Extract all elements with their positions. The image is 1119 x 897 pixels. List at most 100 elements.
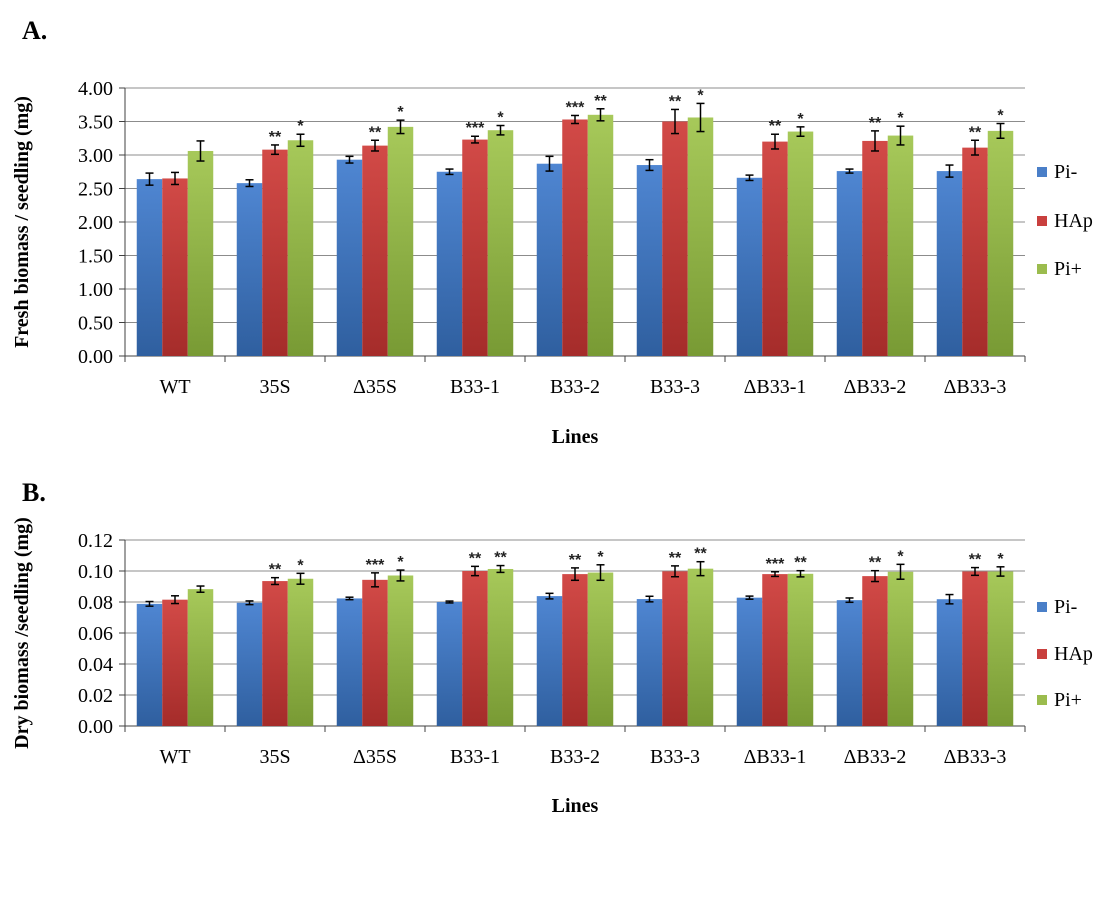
bar-Pi- xyxy=(836,600,863,726)
bar-Pi- xyxy=(936,171,963,356)
significance-mark: * xyxy=(597,549,604,566)
bar-Pi- xyxy=(436,602,463,726)
bar-Pi+ xyxy=(787,573,814,726)
bar-HAp xyxy=(862,576,888,726)
y-tick-label: 4.00 xyxy=(78,78,113,100)
legend-swatch xyxy=(1037,695,1047,705)
significance-mark: * xyxy=(297,118,304,135)
bar-HAp xyxy=(962,571,988,726)
bar-Pi- xyxy=(736,597,763,726)
bar-Pi- xyxy=(336,598,363,726)
bar-Pi+ xyxy=(887,135,914,356)
x-tick-label: ΔB33-2 xyxy=(844,376,907,398)
bar-Pi+ xyxy=(687,568,714,726)
y-tick-label: 1.50 xyxy=(78,246,113,268)
y-tick-label: 0.08 xyxy=(78,592,113,614)
y-tick-label: 0.50 xyxy=(78,313,113,335)
bar-HAp xyxy=(962,147,988,356)
x-tick-label: Δ35S xyxy=(353,376,397,398)
x-tick-label: ΔB33-1 xyxy=(744,746,807,768)
bar-Pi+ xyxy=(487,568,514,726)
bar-Pi+ xyxy=(987,571,1014,726)
significance-mark: ** xyxy=(969,124,982,141)
bar-HAp xyxy=(462,139,488,356)
legend-swatch xyxy=(1037,264,1047,274)
bar-HAp xyxy=(662,121,688,356)
chart-panel-a: A. 0.00 0.50 1.00 1.50 2.00 2.50 3.00 3.50 4.00 W… xyxy=(0,0,1119,448)
bar-HAp xyxy=(862,140,888,356)
significance-mark: *** xyxy=(366,557,385,574)
significance-mark: ** xyxy=(969,552,982,569)
legend-swatch xyxy=(1037,602,1047,612)
bar-Pi+ xyxy=(287,578,314,726)
x-tick-label: ΔB33-1 xyxy=(744,376,807,398)
significance-mark: * xyxy=(497,110,504,127)
y-tick-label: 0.06 xyxy=(78,623,113,645)
bar-Pi+ xyxy=(487,130,514,356)
legend-label: HAp xyxy=(1054,210,1093,232)
significance-mark: *** xyxy=(566,99,585,116)
bar-Pi- xyxy=(236,183,263,356)
legend-label: Pi- xyxy=(1054,161,1077,183)
legend-label: HAp xyxy=(1054,643,1093,665)
significance-mark: ** xyxy=(369,124,382,141)
significance-mark: * xyxy=(997,108,1004,125)
x-tick-label: WT xyxy=(159,376,190,398)
y-tick-label: 1.00 xyxy=(78,279,113,301)
x-axis-title: Lines xyxy=(552,426,599,448)
bar-Pi- xyxy=(836,171,863,356)
significance-mark: ** xyxy=(569,552,582,569)
legend-label: Pi+ xyxy=(1054,689,1082,711)
panel-label: A. xyxy=(22,16,48,45)
x-tick-label: B33-2 xyxy=(550,376,600,398)
bar-Pi- xyxy=(636,165,663,356)
x-tick-label: ΔB33-3 xyxy=(944,746,1007,768)
y-tick-label: 0.02 xyxy=(78,685,113,707)
x-tick-label: B33-3 xyxy=(650,376,700,398)
significance-mark: * xyxy=(397,104,404,121)
significance-mark: ** xyxy=(469,550,482,567)
significance-mark: ** xyxy=(594,93,607,110)
significance-mark: *** xyxy=(466,120,485,137)
x-tick-label: WT xyxy=(159,746,190,768)
y-tick-label: 3.00 xyxy=(78,145,113,167)
bar-Pi+ xyxy=(887,571,914,726)
bar-HAp xyxy=(662,571,688,726)
significance-mark: ** xyxy=(269,129,282,146)
x-axis-title: Lines xyxy=(552,795,599,817)
bar-HAp xyxy=(462,571,488,726)
significance-mark: ** xyxy=(694,546,707,563)
legend-swatch xyxy=(1037,216,1047,226)
y-axis-title: Fresh biomass / seedling (mg) xyxy=(11,96,33,348)
significance-mark: * xyxy=(897,110,904,127)
bar-Pi- xyxy=(136,603,163,726)
significance-mark: * xyxy=(997,551,1004,568)
y-axis-title: Dry biomass /seedling (mg) xyxy=(11,517,33,749)
significance-mark: * xyxy=(697,87,704,104)
y-tick-label: 0.04 xyxy=(78,654,113,676)
significance-mark: * xyxy=(897,548,904,565)
legend-swatch xyxy=(1037,649,1047,659)
bar-Pi+ xyxy=(687,117,714,356)
significance-mark: ** xyxy=(769,118,782,135)
significance-mark: ** xyxy=(669,550,682,567)
bar-HAp xyxy=(762,141,788,356)
x-tick-label: ΔB33-3 xyxy=(944,376,1007,398)
bar-HAp xyxy=(362,579,388,726)
bar-Pi+ xyxy=(787,131,814,356)
significance-mark: ** xyxy=(269,562,282,579)
bar-Pi- xyxy=(536,596,563,726)
y-tick-label: 0.10 xyxy=(78,561,113,583)
x-tick-label: B33-1 xyxy=(450,746,500,768)
bar-HAp xyxy=(362,145,388,356)
legend-label: Pi+ xyxy=(1054,258,1082,280)
x-tick-label: B33-2 xyxy=(550,746,600,768)
chart-panel-b: B. 0.00 0.02 0.04 0.06 0.08 0.10 0.12 WT 35S Δ35S… xyxy=(0,448,1119,878)
y-tick-label: 0.12 xyxy=(78,530,113,552)
bar-HAp xyxy=(562,574,588,726)
panel-label: B. xyxy=(22,478,46,507)
bar-Pi+ xyxy=(387,575,414,726)
bar-HAp xyxy=(562,119,588,357)
significance-mark: * xyxy=(397,554,404,571)
y-tick-label: 0.00 xyxy=(78,346,113,368)
